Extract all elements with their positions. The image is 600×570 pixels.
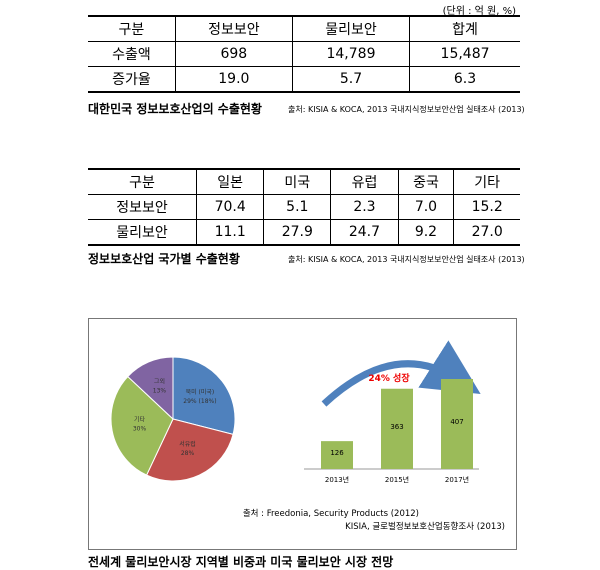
- bar: [441, 379, 473, 469]
- x-tick-label: 2015년: [385, 475, 409, 484]
- table-cell: 수출액: [88, 41, 176, 67]
- growth-arrow: [321, 340, 481, 407]
- slice-label: 그외: [154, 379, 165, 386]
- table-cell: 정보보안: [88, 194, 198, 220]
- slice-value-label: 28%: [181, 450, 195, 457]
- table-cell: 27.9: [263, 219, 332, 246]
- unit-note: (단위 : 억 원, %): [442, 6, 516, 17]
- table-caption: 정보보호산업 국가별 수출현황: [88, 252, 240, 266]
- table-cell: 증가율: [88, 66, 176, 93]
- slice-value-label: 13%: [153, 388, 167, 395]
- slice-value-label: 29% (18%): [183, 398, 216, 405]
- table-cell: 7.0: [398, 194, 455, 220]
- header-cell: 구분: [88, 15, 176, 42]
- table-row: 물리보안 11.1 27.9 24.7 9.2 27.0: [88, 219, 520, 246]
- country-table: 구분 일본 미국 유럽 중국 기타 정보보안 70.4 5.1 2.3 7.0 15.2 물리보안 11.…: [88, 168, 520, 246]
- table-cell: 6.3: [409, 66, 520, 93]
- header-cell: 중국: [398, 168, 455, 195]
- table-cell: 14,789: [292, 41, 411, 67]
- bar: [381, 388, 413, 469]
- export-table: 구분 정보보안 물리보안 합계 수출액 698 14,789 15,487 증가율 19.0 5.7…: [88, 15, 520, 93]
- table-cell: 15.2: [453, 194, 520, 220]
- table-cell: 9.2: [398, 219, 455, 246]
- table-cell: 5.1: [263, 194, 332, 220]
- header-cell: 미국: [263, 168, 332, 195]
- figure-source: 출처 : Freedonia, Security Products (2012): [243, 508, 419, 519]
- bar-value-label: 126: [330, 449, 344, 457]
- slice-label: 서유럽: [179, 440, 196, 448]
- table-row: 수출액 698 14,789 15,487: [88, 41, 520, 67]
- pie-slice: [145, 418, 234, 482]
- header-cell: 정보보안: [175, 15, 293, 42]
- table-cell: 24.7: [330, 219, 399, 246]
- bar: [321, 441, 353, 469]
- pie-slice: [127, 356, 174, 421]
- x-tick-label: 2017년: [445, 475, 469, 484]
- header-cell: 유럽: [330, 168, 399, 195]
- header-cell: 구분: [88, 168, 198, 195]
- table-cell: 15,487: [409, 41, 520, 67]
- table-source: 출처: KISIA & KOCA, 2013 국내지식정보보안산업 실태조사 (…: [288, 255, 525, 264]
- figure-source: KISIA, 글로벌정보보호산업동향조사 (2013): [345, 521, 505, 532]
- table-cell: 물리보안: [88, 219, 198, 246]
- header-cell: 기타: [453, 168, 520, 195]
- table-cell: 19.0: [175, 66, 293, 93]
- table-row: 증가율 19.0 5.7 6.3: [88, 66, 520, 93]
- figure-caption: 전세계 물리보안시장 지역별 비중과 미국 물리보안 시장 전망: [88, 555, 394, 569]
- table-source: 출처: KISIA & KOCA, 2013 국내지식정보보안산업 실태조사 (…: [288, 105, 525, 114]
- x-tick-label: 2013년: [325, 475, 349, 484]
- slice-label: 북미 (미국): [186, 388, 215, 396]
- table-cell: 70.4: [196, 194, 265, 220]
- table-cell: 11.1: [196, 219, 265, 246]
- bar-value-label: 407: [450, 418, 463, 426]
- table-cell: 27.0: [453, 219, 520, 246]
- table-cell: 698: [175, 41, 293, 67]
- header-cell: 물리보안: [292, 15, 411, 42]
- header-cell: 합계: [409, 15, 520, 42]
- table-caption: 대한민국 정보보호산업의 수출현황: [88, 102, 262, 116]
- growth-annotation: 24% 성장: [368, 372, 410, 384]
- table-row: 정보보안 70.4 5.1 2.3 7.0 15.2: [88, 194, 520, 220]
- header-cell: 일본: [196, 168, 265, 195]
- header-row: 구분 정보보안 물리보안 합계: [88, 15, 520, 42]
- table-cell: 5.7: [292, 66, 411, 93]
- pie-slice: [110, 375, 174, 476]
- slice-label: 기타: [134, 415, 146, 423]
- bar-value-label: 363: [390, 423, 403, 431]
- pie-slice: [172, 356, 236, 436]
- figure-box: 24% 성장 출처 : Freedonia, Security Products…: [88, 318, 517, 550]
- slice-value-label: 30%: [133, 425, 147, 432]
- table-cell: 2.3: [330, 194, 399, 220]
- figure-chart: 24% 성장 출처 : Freedonia, Security Products…: [110, 340, 505, 532]
- header-row: 구분 일본 미국 유럽 중국 기타: [88, 168, 520, 195]
